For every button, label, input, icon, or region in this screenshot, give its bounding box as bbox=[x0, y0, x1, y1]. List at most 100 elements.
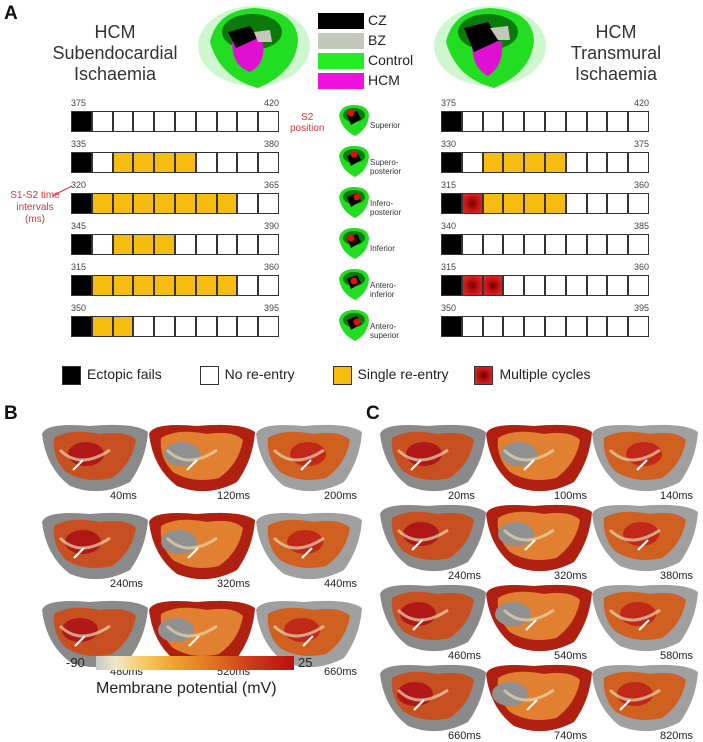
interval-end: 395 bbox=[633, 303, 649, 313]
interval-end: 360 bbox=[263, 262, 279, 272]
no-reentry-cell bbox=[258, 152, 279, 173]
no-reentry-cell bbox=[607, 234, 629, 255]
membrane-potential-snapshot bbox=[380, 424, 486, 492]
no-reentry-cell bbox=[195, 234, 217, 255]
interval-start: 330 bbox=[441, 139, 457, 149]
membrane-potential-snapshot bbox=[256, 424, 362, 492]
snapshot-time-label: 200ms bbox=[324, 490, 358, 502]
outcome-legend-item: Single re-entry bbox=[332, 366, 449, 385]
no-reentry-cell bbox=[154, 111, 175, 132]
interval-row: 315 360 bbox=[71, 262, 279, 297]
no-reentry-cell bbox=[524, 234, 545, 255]
multiple-cycles-swatch bbox=[474, 366, 494, 385]
no-reentry-cell bbox=[174, 111, 196, 132]
membrane-potential-snapshot bbox=[380, 584, 486, 652]
colorbar-max: 25 bbox=[298, 655, 313, 670]
colorbar bbox=[96, 656, 294, 670]
no-reentry-cell bbox=[195, 152, 217, 173]
no-reentry-cell bbox=[258, 193, 279, 214]
no-reentry-cell bbox=[544, 316, 566, 337]
no-reentry-cell bbox=[461, 152, 483, 173]
no-reentry-cell bbox=[628, 275, 649, 296]
no-reentry-cell bbox=[195, 111, 217, 132]
colorbar-label: Membrane potential (mV) bbox=[96, 680, 277, 697]
no-reentry-cell bbox=[524, 111, 545, 132]
no-reentry-cell bbox=[237, 193, 259, 214]
interval-end: 395 bbox=[263, 303, 279, 313]
single-reentry-cell bbox=[154, 193, 175, 214]
no-reentry-cell bbox=[628, 316, 649, 337]
no-reentry-cell bbox=[607, 316, 629, 337]
single-reentry-cell bbox=[112, 234, 134, 255]
outcome-legend: Ectopic fails No re-entry Single re-entr… bbox=[62, 366, 702, 385]
single-reentry-cell bbox=[133, 152, 155, 173]
single-reentry-cell bbox=[112, 193, 134, 214]
single-reentry-cell bbox=[544, 193, 566, 214]
ectopic-fails-swatch bbox=[62, 366, 81, 385]
interval-row: 320 365 bbox=[71, 180, 279, 215]
region-legend-item: HCM bbox=[318, 72, 413, 92]
membrane-potential-snapshot bbox=[486, 504, 592, 572]
no-reentry-cell bbox=[216, 111, 238, 132]
ectopic-fails-cell bbox=[71, 234, 92, 255]
no-reentry-cell bbox=[607, 152, 629, 173]
s2-position-label: Inferior bbox=[370, 244, 395, 253]
multiple-cycles-cell bbox=[461, 275, 483, 296]
no-reentry-cell bbox=[195, 316, 217, 337]
region-swatch bbox=[318, 13, 364, 30]
region-swatch bbox=[318, 53, 364, 70]
no-reentry-cell bbox=[565, 316, 587, 337]
membrane-potential-snapshot bbox=[256, 600, 362, 668]
no-reentry-cell bbox=[91, 111, 113, 132]
interval-row: 340 385 bbox=[441, 221, 649, 256]
title-right: HCM Transmural Ischaemia bbox=[570, 22, 662, 84]
snapshot-time-label: 460ms bbox=[448, 650, 482, 662]
snapshot-time-label: 660ms bbox=[448, 730, 482, 742]
single-reentry-swatch bbox=[332, 366, 352, 385]
ectopic-fails-cell bbox=[441, 193, 462, 214]
s2-position-label: Antero-superior bbox=[370, 322, 399, 340]
interval-row: 315 360 bbox=[441, 180, 649, 215]
ectopic-fails-cell bbox=[441, 275, 462, 296]
no-reentry-cell bbox=[524, 275, 545, 296]
single-reentry-cell bbox=[112, 152, 134, 173]
interval-row: 345 390 bbox=[71, 221, 279, 256]
panel-label-c: C bbox=[366, 403, 380, 424]
interval-start: 350 bbox=[71, 303, 87, 313]
snapshot-time-label: 580ms bbox=[660, 650, 694, 662]
snapshot-time-label: 540ms bbox=[554, 650, 588, 662]
no-reentry-cell bbox=[133, 316, 155, 337]
membrane-potential-snapshot bbox=[592, 504, 698, 572]
no-reentry-cell bbox=[607, 193, 629, 214]
membrane-potential-snapshot bbox=[149, 424, 255, 492]
no-reentry-cell bbox=[258, 275, 279, 296]
no-reentry-cell bbox=[216, 316, 238, 337]
s2-position-heart bbox=[339, 105, 369, 136]
no-reentry-cell bbox=[565, 152, 587, 173]
no-reentry-cell bbox=[607, 111, 629, 132]
single-reentry-cell bbox=[524, 152, 545, 173]
interval-end: 385 bbox=[633, 221, 649, 231]
interval-cells bbox=[441, 275, 649, 296]
no-reentry-cell bbox=[112, 111, 134, 132]
interval-end: 360 bbox=[633, 262, 649, 272]
interval-end: 420 bbox=[633, 98, 649, 108]
interval-cells bbox=[441, 193, 649, 214]
interval-start: 315 bbox=[441, 180, 457, 190]
ectopic-fails-cell bbox=[441, 316, 462, 337]
no-reentry-cell bbox=[482, 111, 504, 132]
s2-position-label: Infero-posterior bbox=[370, 199, 402, 217]
no-reentry-cell bbox=[565, 111, 587, 132]
no-reentry-cell bbox=[586, 193, 608, 214]
interval-cells bbox=[441, 111, 649, 132]
interval-start: 315 bbox=[441, 262, 457, 272]
snapshot-time-label: 140ms bbox=[660, 490, 694, 502]
snapshot-time-label: 20ms bbox=[448, 490, 475, 502]
s1s2-pointer-line bbox=[51, 185, 73, 197]
no-reentry-cell bbox=[503, 234, 525, 255]
heart-model-transmural bbox=[434, 6, 546, 88]
single-reentry-cell bbox=[91, 275, 113, 296]
membrane-potential-snapshot bbox=[149, 512, 255, 580]
ectopic-fails-cell bbox=[71, 275, 92, 296]
no-reentry-cell bbox=[586, 152, 608, 173]
